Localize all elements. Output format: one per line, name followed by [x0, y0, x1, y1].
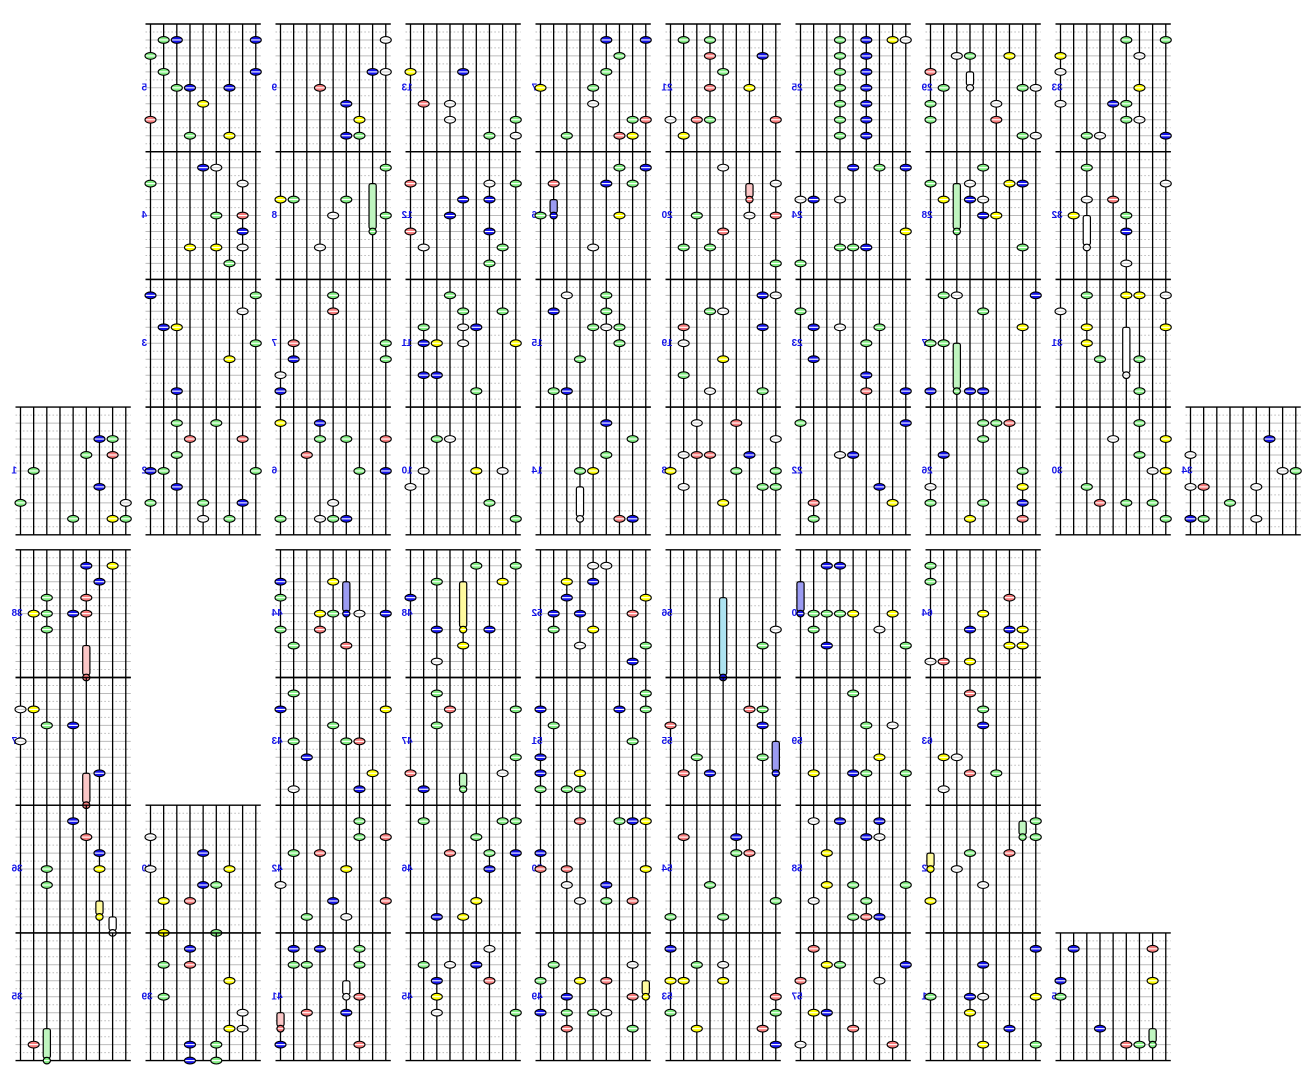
svg-text:63: 63: [921, 736, 933, 747]
svg-text:55: 55: [661, 736, 673, 747]
svg-text:30: 30: [1051, 466, 1063, 477]
svg-text:31: 31: [1051, 338, 1063, 349]
svg-text:11: 11: [401, 338, 412, 349]
svg-text:9: 9: [271, 82, 277, 93]
svg-text:42: 42: [271, 864, 283, 875]
svg-text:58: 58: [791, 864, 803, 875]
svg-text:43: 43: [271, 736, 283, 747]
svg-text:6: 6: [271, 466, 277, 477]
svg-text:12: 12: [401, 210, 413, 221]
svg-text:8: 8: [271, 210, 277, 221]
svg-text:54: 54: [661, 864, 673, 875]
svg-text:47: 47: [401, 736, 413, 747]
svg-text:4: 4: [141, 210, 147, 221]
svg-text:21: 21: [661, 82, 673, 93]
svg-text:35: 35: [11, 991, 23, 1002]
svg-text:28: 28: [921, 210, 933, 221]
svg-text:19: 19: [661, 338, 673, 349]
svg-text:32: 32: [1051, 210, 1063, 221]
svg-text:33: 33: [1051, 82, 1063, 93]
svg-text:20: 20: [661, 210, 673, 221]
svg-text:49: 49: [531, 991, 543, 1002]
svg-text:52: 52: [531, 608, 543, 619]
svg-text:13: 13: [401, 82, 413, 93]
svg-text:15: 15: [531, 338, 543, 349]
svg-text:48: 48: [401, 608, 413, 619]
svg-text:24: 24: [791, 210, 803, 221]
svg-text:46: 46: [401, 864, 413, 875]
svg-text:7: 7: [271, 338, 277, 349]
svg-text:14: 14: [531, 466, 543, 477]
svg-text:38: 38: [11, 608, 23, 619]
svg-text:1: 1: [11, 466, 17, 477]
svg-text:5: 5: [141, 82, 147, 93]
svg-text:44: 44: [271, 608, 283, 619]
svg-text:59: 59: [791, 736, 803, 747]
svg-text:29: 29: [921, 82, 933, 93]
svg-text:36: 36: [11, 864, 23, 875]
svg-text:34: 34: [1181, 466, 1193, 477]
svg-text:23: 23: [791, 338, 803, 349]
svg-text:51: 51: [531, 736, 543, 747]
svg-text:56: 56: [661, 608, 673, 619]
svg-text:26: 26: [921, 466, 933, 477]
svg-text:41: 41: [271, 991, 283, 1002]
svg-text:25: 25: [791, 82, 803, 93]
svg-text:45: 45: [401, 991, 413, 1002]
svg-text:10: 10: [401, 466, 413, 477]
svg-text:64: 64: [921, 608, 933, 619]
svg-text:22: 22: [791, 466, 803, 477]
svg-text:39: 39: [141, 991, 153, 1002]
svg-text:53: 53: [661, 991, 673, 1002]
svg-text:57: 57: [791, 991, 803, 1002]
svg-text:3: 3: [141, 338, 147, 349]
